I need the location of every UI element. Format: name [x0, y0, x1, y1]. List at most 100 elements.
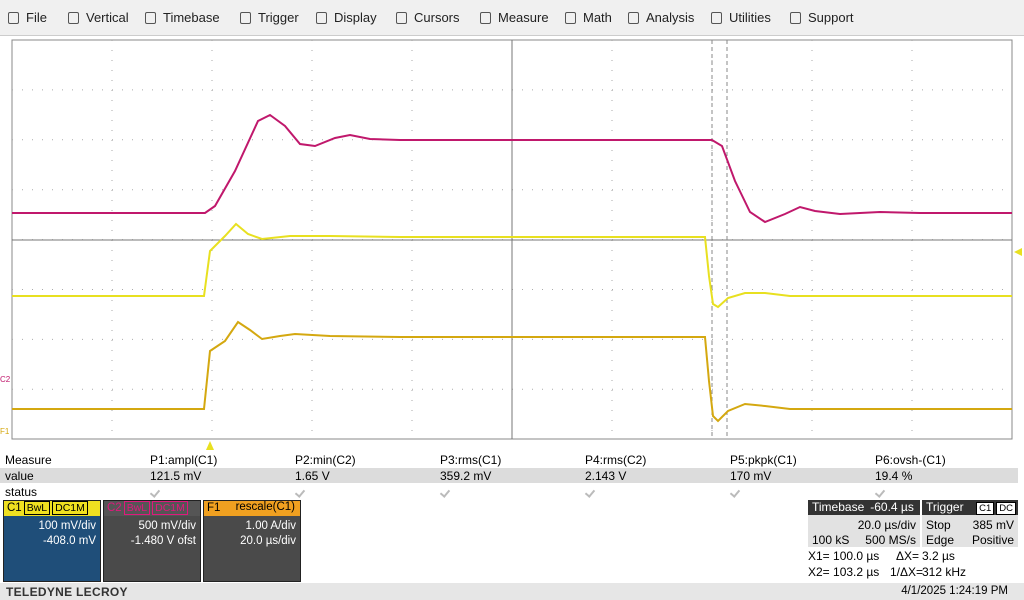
measure-value: 170 mV — [730, 469, 772, 483]
cursor-value: X1= 100.0 µs — [808, 549, 880, 563]
channel-header: C2 BwL DC1M — [104, 501, 200, 516]
measure-name: P6:ovsh-(C1) — [875, 453, 946, 467]
menu-label: Math — [583, 10, 612, 25]
brand: TELEDYNE LECROY — [6, 585, 128, 599]
channel-name: C1 — [7, 502, 22, 514]
timebase-panel: Timebase -60.4 µs 20.0 µs/div 100 kS 500 MS/… — [808, 500, 920, 547]
menu-label: File — [26, 10, 47, 25]
channel-tag: DC1M — [152, 501, 188, 515]
cursor-value: X2= 103.2 µs — [808, 565, 880, 579]
channel-line: -1.480 V ofst — [130, 535, 196, 547]
status-check — [874, 487, 886, 498]
menu-icon — [790, 12, 801, 24]
menu-label: Timebase — [163, 10, 220, 25]
channel-panel[interactable]: C1 BwL DC1M 100 mV/div -408.0 mV — [3, 500, 101, 582]
channel-line: 100 mV/div — [38, 520, 96, 532]
trigger-tag: DC — [996, 502, 1016, 515]
channel-tag: rescale(C1) — [235, 501, 295, 513]
menu-icon — [396, 12, 407, 24]
menu-icon — [628, 12, 639, 24]
measure-value: 359.2 mV — [440, 469, 492, 483]
cursor-delta-label: 1/ΔX= — [890, 565, 924, 579]
menu-label: Vertical — [86, 10, 129, 25]
trace-f1 — [12, 320, 1012, 423]
menu-label: Measure — [498, 10, 549, 25]
status-check — [584, 487, 596, 498]
status-check — [149, 487, 161, 498]
menu-icon — [8, 12, 19, 24]
menu-icon — [711, 12, 722, 24]
trigger-tags: C1 DC — [974, 500, 1016, 515]
footer: TELEDYNE LECROY 4/1/2025 1:24:19 PM — [0, 583, 1024, 600]
timebase-header: Timebase -60.4 µs — [808, 500, 920, 515]
value-label: value — [5, 469, 34, 483]
menu-label: Trigger — [258, 10, 299, 25]
trigger-tag: C1 — [976, 502, 995, 515]
measure-name: P2:min(C2) — [295, 453, 356, 467]
channel-line: -408.0 mV — [42, 535, 96, 547]
trace-c2 — [12, 113, 1012, 224]
menu-icon — [68, 12, 79, 24]
cursor-delta: 3.2 µs — [922, 549, 955, 563]
menu-bar: File Vertical Timebase Trigger Display Cursor… — [0, 0, 1024, 36]
value-band — [0, 468, 1018, 483]
measure-name: P3:rms(C1) — [440, 453, 502, 467]
timebase-field: 500 MS/s — [865, 533, 916, 547]
menu-icon — [480, 12, 491, 24]
measure-name: P5:pkpk(C1) — [730, 453, 797, 467]
trace-label: C2 — [0, 375, 11, 384]
trigger-marker — [206, 441, 214, 450]
trace-c1 — [12, 222, 1012, 309]
trace-label: F1 — [0, 427, 10, 436]
timebase-label: Timebase — [812, 500, 865, 514]
status-label: status — [5, 485, 38, 499]
menu-icon — [145, 12, 156, 24]
channel-header: F1 rescale(C1) — [204, 501, 300, 516]
datetime: 4/1/2025 1:24:19 PM — [901, 585, 1008, 597]
channel-header: C1 BwL DC1M — [4, 501, 100, 516]
status-check — [294, 487, 306, 498]
channel-name: C2 — [107, 502, 122, 514]
cursor-delta-label: ΔX= — [896, 549, 920, 563]
channel-line: 1.00 A/div — [245, 520, 296, 532]
measure-value: 1.65 V — [295, 469, 330, 483]
timebase-delay: -60.4 µs — [870, 500, 914, 514]
menu-label: Utilities — [729, 10, 771, 25]
channel-tag: DC1M — [52, 501, 88, 515]
timebase-field: 20.0 µs/div — [857, 518, 916, 532]
measure-label: Measure — [5, 453, 52, 467]
cursor-readout: X1= 100.0 µs ΔX= 3.2 µs X2= 103.2 µs 1/ΔX= 31… — [808, 549, 1018, 581]
menu-icon — [316, 12, 327, 24]
timebase-field: 100 kS — [812, 533, 850, 547]
measure-table: Measure value status P1:ampl(C1) 121.5 mV P2:… — [0, 452, 1024, 500]
channel-line: 20.0 µs/div — [240, 535, 296, 547]
level-marker — [1014, 248, 1022, 256]
menu-label: Analysis — [646, 10, 695, 25]
trigger-field: 385 mV — [972, 518, 1014, 532]
trigger-label: Trigger — [926, 500, 964, 514]
cursor-delta: 312 kHz — [922, 565, 967, 579]
menu-label: Support — [808, 10, 854, 25]
measure-name: P4:rms(C2) — [585, 453, 647, 467]
channel-panel[interactable]: F1 rescale(C1) 1.00 A/div 20.0 µs/div — [203, 500, 301, 582]
trigger-panel: Trigger C1 DC Stop 385 mV Edge Positive — [922, 500, 1018, 547]
channel-line: 500 mV/div — [138, 520, 196, 532]
trigger-field: Positive — [971, 533, 1014, 547]
measure-name: P1:ampl(C1) — [150, 453, 218, 467]
trigger-field: Edge — [926, 533, 955, 547]
menu-icon — [565, 12, 576, 24]
menu-icon — [240, 12, 251, 24]
status-check — [439, 487, 451, 498]
scope-grid: C2 F1 — [0, 39, 1022, 450]
trigger-field: Stop — [926, 518, 951, 532]
trigger-header: Trigger C1 DC — [922, 500, 1018, 515]
measure-value: 2.143 V — [585, 469, 627, 483]
channel-panel[interactable]: C2 BwL DC1M 500 mV/div -1.480 V ofst — [103, 500, 201, 582]
menu-label: Display — [334, 10, 377, 25]
status-check — [729, 487, 741, 498]
channel-tag: BwL — [23, 501, 51, 515]
measure-value: 121.5 mV — [150, 469, 202, 483]
measure-value: 19.4 % — [875, 469, 913, 483]
menu-label: Cursors — [414, 10, 460, 25]
